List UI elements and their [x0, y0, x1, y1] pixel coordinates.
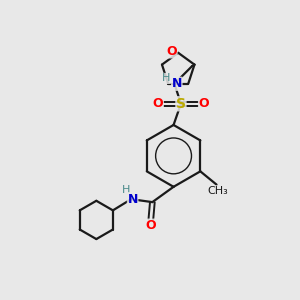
Text: N: N [128, 193, 138, 206]
Text: H: H [122, 185, 130, 195]
Text: CH₃: CH₃ [208, 186, 228, 196]
Text: O: O [153, 97, 163, 110]
Text: S: S [176, 97, 186, 111]
Text: O: O [146, 219, 156, 232]
Text: H: H [162, 74, 170, 83]
Text: O: O [167, 45, 177, 58]
Text: O: O [199, 97, 209, 110]
Text: N: N [172, 77, 182, 90]
